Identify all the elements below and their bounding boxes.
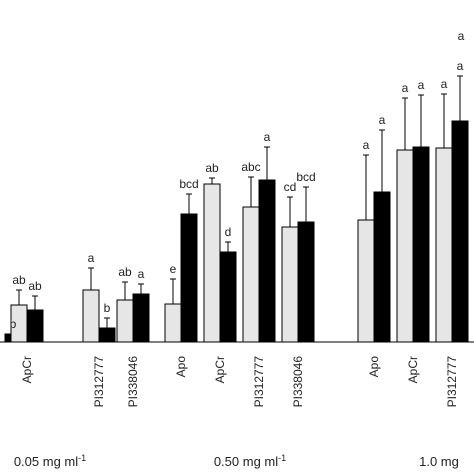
significance-letter: a xyxy=(264,130,271,144)
significance-letter: ab xyxy=(205,161,219,175)
bar xyxy=(258,179,276,343)
bar xyxy=(435,147,453,343)
bar xyxy=(373,191,391,343)
significance-letter: abc xyxy=(241,160,260,174)
bar xyxy=(297,221,315,343)
significance-letter: bcd xyxy=(296,170,315,184)
bar xyxy=(116,299,134,343)
tick-label: Apo xyxy=(367,356,381,378)
bar xyxy=(82,289,100,343)
significance-letter: a xyxy=(379,113,386,127)
group-label-superscript: -1 xyxy=(78,453,86,463)
tick-label: PI338046 xyxy=(126,356,140,408)
tick-label: ApCr xyxy=(20,356,34,383)
bar xyxy=(281,226,299,343)
bar xyxy=(357,219,375,343)
group-label: 0.05 mg ml-1 xyxy=(14,453,86,469)
significance-letter: b xyxy=(10,317,17,331)
bar xyxy=(203,183,221,343)
significance-letter: ab xyxy=(12,273,26,287)
significance-letter: a xyxy=(138,267,145,281)
significance-letter: ab xyxy=(118,265,132,279)
top-right-letter: a xyxy=(458,29,465,43)
significance-letter: cd xyxy=(284,180,297,194)
bar xyxy=(164,303,182,343)
group-label-superscript: -1 xyxy=(278,453,286,463)
significance-letter: a xyxy=(88,251,95,265)
tick-label: PI312777 xyxy=(252,356,266,408)
bar xyxy=(98,327,116,343)
group-label: 1.0 mg xyxy=(419,454,459,469)
bar xyxy=(396,149,414,343)
significance-letter: a xyxy=(402,81,409,95)
bar xyxy=(219,251,237,343)
bar xyxy=(132,293,150,343)
bar xyxy=(451,120,469,343)
bar xyxy=(242,206,260,343)
bar xyxy=(180,213,198,343)
significance-letter: a xyxy=(457,59,464,73)
significance-letter: b xyxy=(104,301,111,315)
tick-label: ApCr xyxy=(213,356,227,383)
significance-letter: ab xyxy=(28,279,42,293)
tick-label: ApCr xyxy=(406,356,420,383)
bars-layer xyxy=(4,75,469,343)
group-label: 0.50 mg ml-1 xyxy=(214,453,286,469)
significance-letter: bcd xyxy=(179,177,198,191)
significance-letter: a xyxy=(418,78,425,92)
bar xyxy=(412,146,430,343)
tick-label: PI338046 xyxy=(291,356,305,408)
significance-letter: a xyxy=(441,77,448,91)
tick-label: PI312777 xyxy=(445,356,459,408)
significance-letter: d xyxy=(225,225,232,239)
significance-letter: a xyxy=(363,138,370,152)
significance-letter: e xyxy=(170,262,177,276)
tick-label: PI312777 xyxy=(92,356,106,408)
tick-label: Apo xyxy=(174,356,188,378)
bar xyxy=(26,309,44,343)
